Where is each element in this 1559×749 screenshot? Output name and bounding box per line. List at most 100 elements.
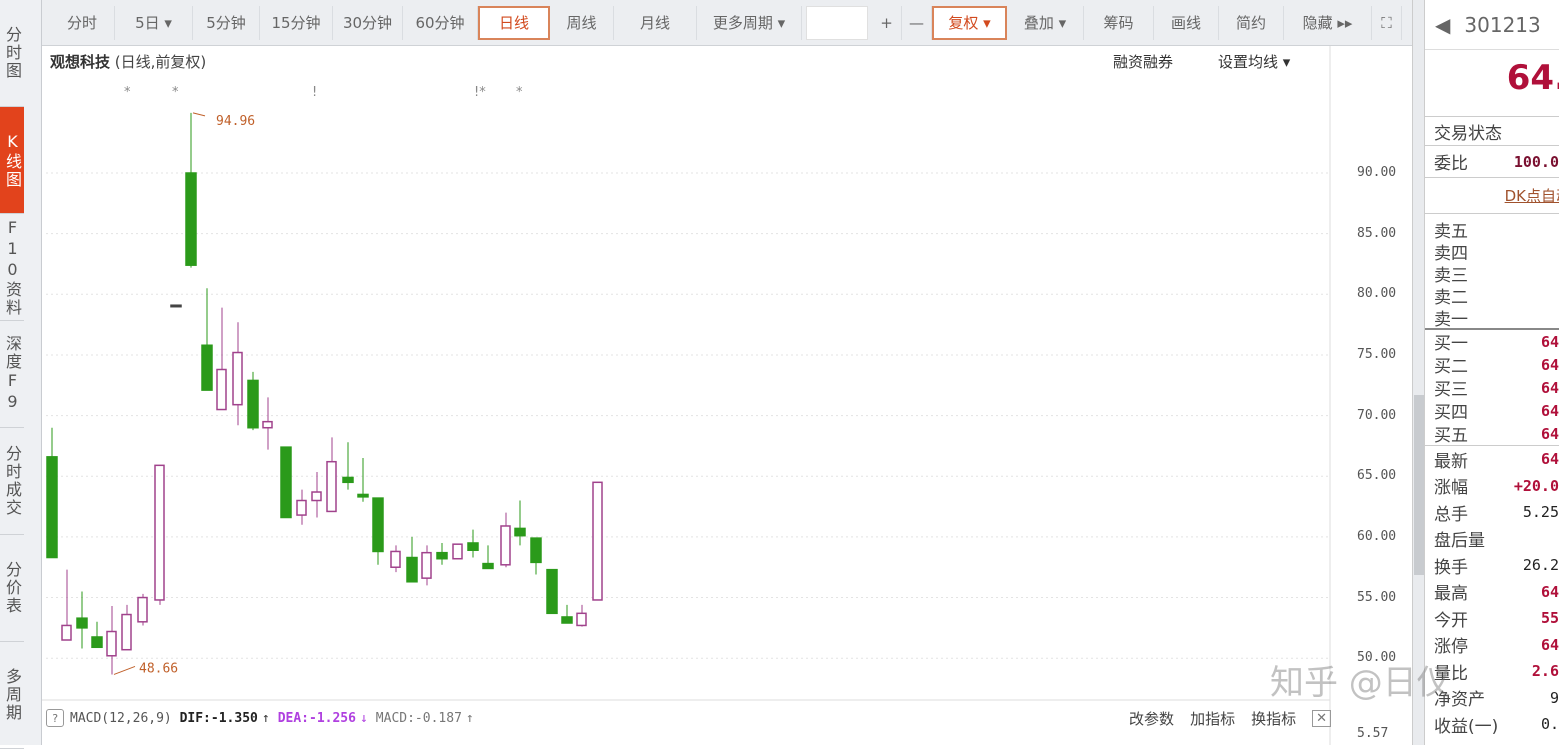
toolbar-button[interactable]: 复权 ▾ (932, 5, 1007, 40)
candlestick-chart[interactable]: 94.96 48.66 * *! !* * (0, 0, 1412, 745)
stat-label: 最新 (1434, 451, 1468, 472)
stat-row: 最高 64 (1425, 579, 1559, 606)
candle (452, 543, 463, 560)
candle-body (546, 568, 558, 615)
close-icon[interactable]: ✕ (1312, 709, 1331, 727)
candle-body (216, 368, 227, 411)
candle-body (592, 481, 603, 601)
toolbar-button[interactable]: 周线 (550, 5, 614, 40)
candle (561, 604, 573, 624)
period-input[interactable] (806, 5, 868, 40)
toolbar-button[interactable]: 筹码 (1084, 5, 1154, 40)
sidebar-tab[interactable]: 分时成交 (0, 428, 24, 535)
candle (170, 304, 182, 308)
stock-name: 观想科技 (50, 53, 111, 71)
candle-body (121, 613, 132, 651)
toolbar-button[interactable]: ⛶ (1372, 5, 1402, 40)
candle-body (61, 624, 72, 641)
sidebar-tab[interactable]: 分价表 (0, 535, 24, 642)
candle-body (170, 304, 182, 308)
edit-params-button[interactable]: 改参数 (1129, 709, 1175, 728)
event-marker[interactable]: * (124, 85, 131, 100)
bid-list: 买一 64 买二 64 买三 64 买四 64 买五 64 (1425, 330, 1559, 446)
stat-value: 9 (1549, 688, 1559, 707)
stat-row: 净资产 9 (1425, 685, 1559, 712)
margin-trading-link[interactable]: 融资融券 (1113, 53, 1174, 71)
candle (76, 591, 88, 649)
toolbar-button[interactable]: 5日 ▾ (115, 5, 193, 40)
sidebar-tab[interactable]: F10资料 (0, 214, 24, 321)
sidebar-tab[interactable]: 深度F9 (0, 321, 24, 428)
macd-name: MACD(12,26,9) (70, 710, 172, 726)
stat-row: 收益(一) 0. (1425, 711, 1559, 738)
bid-price: 64 (1540, 378, 1559, 397)
candle (280, 446, 292, 519)
toolbar-button[interactable]: 更多周期 ▾ (697, 5, 802, 40)
chart-mode: (日线,前复权) (114, 53, 207, 71)
toolbar-button[interactable]: 画线 (1154, 5, 1219, 40)
toolbar-button[interactable]: 5分钟 (193, 5, 260, 40)
stat-label: 涨停 (1434, 637, 1468, 658)
candle (185, 112, 197, 268)
stat-label: 换手 (1434, 557, 1468, 578)
scrollbar-thumb[interactable] (1414, 395, 1424, 575)
toolbar-button[interactable]: + (872, 5, 902, 40)
bid-price: 64 (1540, 355, 1559, 374)
stat-row: 量比 2.6 (1425, 658, 1559, 685)
sidebar-tab[interactable]: K线图 (0, 107, 24, 214)
ask-label: 卖四 (1434, 243, 1468, 264)
candle (390, 545, 401, 573)
high-annotation-arrow (192, 112, 206, 117)
bid-price: 64 (1540, 424, 1559, 443)
candle-body (357, 493, 369, 498)
add-indicator-button[interactable]: 加指标 (1190, 709, 1236, 728)
candle (247, 371, 259, 431)
toolbar-button[interactable]: 隐藏 ▸▸ (1284, 5, 1372, 40)
toolbar-button[interactable]: 月线 (614, 5, 697, 40)
vertical-scrollbar[interactable] (1412, 0, 1425, 745)
low-annotation-arrow (113, 665, 136, 675)
sidebar-tab[interactable]: 分时图 (0, 0, 24, 107)
toolbar-button[interactable]: 叠加 ▾ (1007, 5, 1084, 40)
period-toolbar: 分时 5日 ▾ 5分钟 15分钟 30分钟 60分钟 日线 周线 月线 更多周期 ▾ + — 复权 ▾ 叠… (42, 0, 1412, 46)
y-tick-label: 50.00 (1357, 650, 1397, 666)
switch-indicator-button[interactable]: 换指标 (1251, 709, 1297, 728)
stat-label: 今开 (1434, 610, 1468, 631)
trade-status-row: 交易状态 (1425, 116, 1559, 146)
candle-body (342, 476, 354, 484)
dk-auto-link[interactable]: DK点自动 (1425, 178, 1559, 214)
event-marker[interactable]: ! (312, 85, 317, 100)
candle-body (137, 596, 148, 623)
stat-row: 最新 64 (1425, 446, 1559, 473)
sidebar-tab[interactable]: 多周期 (0, 642, 24, 749)
candle (530, 537, 542, 575)
back-arrow-icon[interactable]: ◀ (1435, 12, 1451, 37)
toolbar-button[interactable]: 简约 (1219, 5, 1284, 40)
event-marker[interactable]: * (172, 85, 179, 100)
bid-label: 买三 (1434, 380, 1468, 400)
candle (421, 545, 432, 586)
toolbar-button[interactable]: 分时 (50, 5, 115, 40)
stat-value: +20.0 (1513, 476, 1559, 495)
candle (296, 489, 307, 525)
ask-label: 卖一 (1434, 309, 1468, 330)
y-tick-label: 85.00 (1357, 225, 1397, 241)
ma-setting-dropdown[interactable]: 设置均线 ▾ (1218, 53, 1291, 71)
toolbar-button[interactable]: 15分钟 (260, 5, 333, 40)
candle (372, 497, 384, 565)
toolbar-button[interactable]: 日线 (478, 5, 550, 40)
candle-body (530, 537, 542, 564)
event-marker[interactable]: !* (474, 85, 486, 100)
event-marker[interactable]: * (516, 85, 523, 100)
dif-value: DIF:-1.350 (179, 710, 258, 726)
toolbar-button[interactable]: — (902, 5, 932, 40)
stat-value: 64 (1540, 582, 1559, 601)
candle (121, 604, 132, 651)
help-icon[interactable]: ? (46, 709, 64, 727)
toolbar-button[interactable]: 60分钟 (403, 5, 478, 40)
candle-body (201, 344, 213, 391)
toolbar-button[interactable]: 30分钟 (333, 5, 403, 40)
stat-row: 换手 26.2 (1425, 552, 1559, 579)
candle-body (296, 499, 307, 516)
bid-price: 64 (1540, 401, 1559, 420)
